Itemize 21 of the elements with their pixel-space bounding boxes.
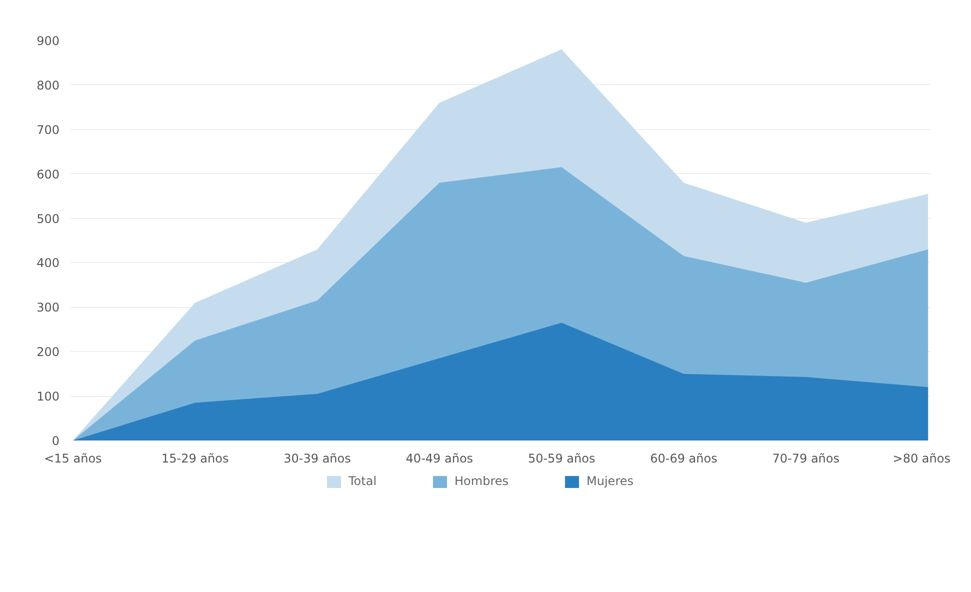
x-tick-label: 40-49 años (406, 452, 474, 466)
y-tick-label: 0 (52, 434, 60, 448)
y-tick-label: 100 (36, 390, 60, 404)
x-tick-label: >80 años (892, 452, 951, 466)
y-tick-label: 300 (36, 300, 60, 315)
y-tick-label: 200 (36, 345, 60, 360)
x-tick-label: 30-39 años (284, 452, 351, 466)
x-tick-label: 50-59 años (528, 452, 596, 466)
x-tick-label: 70-79 años (772, 452, 840, 466)
y-tick-label: 800 (36, 78, 60, 92)
legend-label: Mujeres (586, 473, 634, 490)
x-tick-label: <15 años (44, 452, 102, 466)
y-tick-label: 700 (36, 122, 60, 137)
legend-label: Hombres (454, 473, 509, 490)
y-tick-label: 500 (36, 212, 60, 226)
y-tick-label: 900 (36, 34, 60, 48)
x-tick-label: 60-69 años (650, 452, 718, 466)
y-tick-label: 600 (36, 167, 60, 182)
y-tick-label: 400 (36, 256, 60, 270)
legend-label: Total (348, 473, 377, 490)
x-tick-label: 15-29 años (161, 452, 229, 466)
